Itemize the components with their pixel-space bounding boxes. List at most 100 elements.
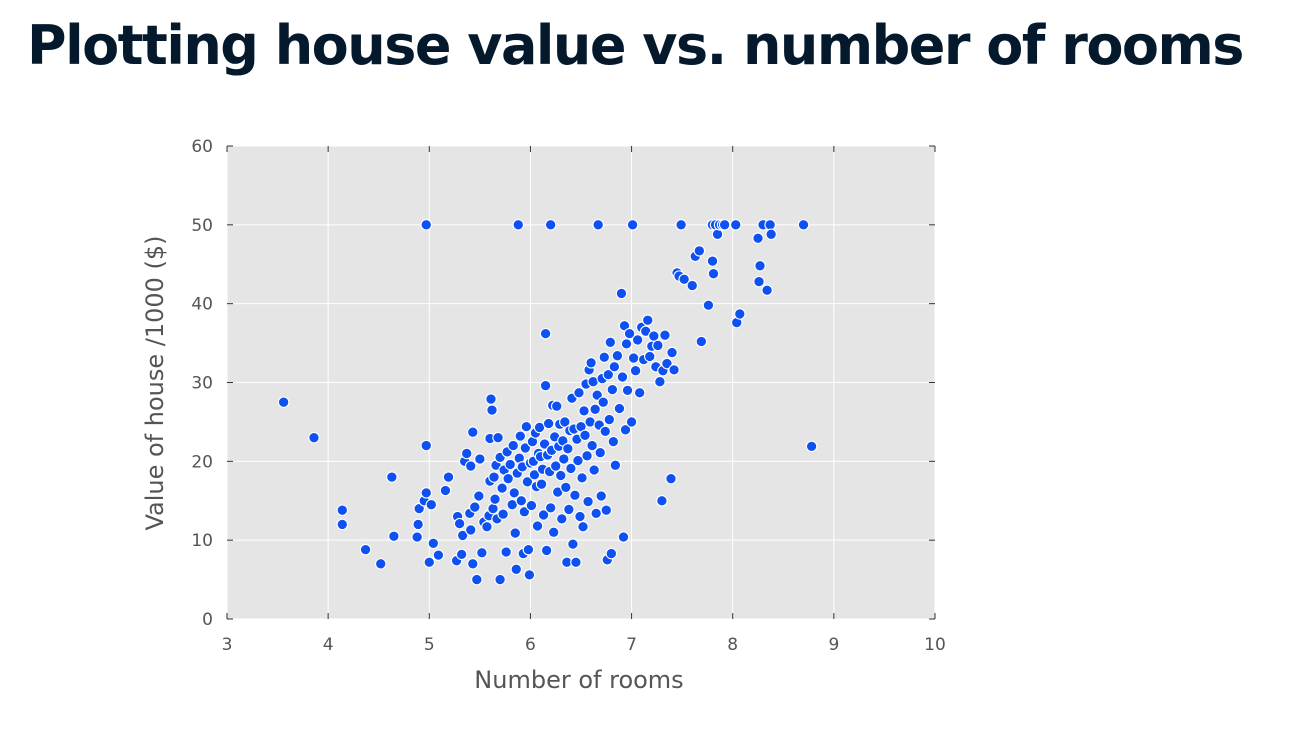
x-tick-label: 5: [424, 635, 435, 655]
data-point: [702, 299, 715, 311]
data-point: [805, 440, 818, 453]
x-tick-label: 3: [222, 635, 233, 655]
axis-ticks: [226, 145, 936, 620]
data-point: [539, 379, 552, 392]
data-point: [442, 471, 455, 483]
data-point: [308, 431, 320, 444]
data-point: [629, 364, 642, 377]
data-point: [336, 504, 349, 516]
y-tick-label: 30: [191, 374, 213, 394]
y-tick-label: 0: [202, 610, 213, 630]
data-point: [656, 494, 668, 507]
data-point: [665, 472, 677, 485]
data-point: [734, 308, 746, 320]
data-point: [603, 413, 616, 426]
data-point: [598, 351, 611, 364]
x-tick-label: 4: [323, 635, 334, 655]
data-point: [631, 334, 644, 346]
data-point: [761, 284, 773, 297]
x-tick-label: 8: [727, 635, 738, 655]
data-point: [590, 507, 602, 520]
data-point: [502, 472, 514, 485]
data-point: [525, 499, 538, 512]
data-point: [544, 502, 557, 514]
data-point: [486, 404, 498, 416]
data-point: [388, 530, 400, 542]
data-point: [510, 563, 523, 576]
data-point: [608, 360, 621, 373]
data-point: [600, 504, 613, 516]
data-point: [695, 335, 708, 348]
data-point: [627, 352, 640, 364]
data-point: [765, 228, 777, 241]
data-point: [520, 420, 533, 433]
data-point: [488, 471, 500, 483]
data-point: [616, 371, 629, 383]
data-point: [589, 403, 601, 416]
data-point: [497, 508, 509, 520]
data-point: [467, 558, 479, 570]
data-point: [611, 349, 624, 362]
data-point: [754, 260, 766, 272]
data-point: [572, 454, 584, 467]
slide-title: Plotting house value vs. number of rooms: [27, 14, 1244, 77]
data-point: [617, 531, 630, 543]
data-point: [538, 438, 551, 450]
data-point: [577, 521, 589, 533]
data-point: [753, 275, 765, 288]
data-point: [729, 219, 742, 231]
data-point: [487, 502, 499, 515]
x-tick-labels: 3 4 5 6 7 8 9 10: [222, 635, 946, 655]
y-tick-label: 60: [191, 137, 213, 157]
data-point: [693, 245, 706, 257]
y-tick-label: 50: [191, 216, 213, 236]
data-point: [570, 556, 582, 568]
data-point: [560, 481, 572, 494]
data-point: [481, 521, 493, 533]
data-point: [602, 368, 615, 381]
data-point: [427, 537, 440, 550]
data-point: [606, 383, 619, 396]
x-tick-label: 6: [525, 635, 536, 655]
data-point: [420, 219, 433, 231]
data-point: [626, 219, 639, 231]
data-point: [494, 573, 506, 586]
data-point: [336, 518, 349, 531]
data-point: [496, 482, 508, 494]
data-point: [540, 544, 553, 557]
x-tick-label: 9: [828, 635, 839, 655]
data-point: [594, 446, 606, 459]
data-point: [537, 509, 550, 521]
data-point: [456, 529, 469, 542]
data-point: [582, 495, 594, 508]
data-points: [277, 219, 818, 586]
data-point: [386, 471, 398, 483]
data-point: [644, 350, 656, 363]
data-point: [555, 469, 567, 482]
data-point: [563, 503, 575, 516]
data-point: [562, 442, 574, 455]
data-point: [619, 424, 632, 436]
data-point: [595, 490, 607, 502]
data-point: [654, 375, 666, 388]
data-point: [473, 490, 485, 502]
data-point: [706, 255, 719, 267]
data-point: [476, 547, 488, 559]
data-point: [752, 232, 764, 244]
data-point: [578, 405, 590, 417]
data-point: [519, 442, 532, 454]
data-point: [585, 357, 597, 369]
data-point: [661, 357, 673, 370]
data-point: [613, 402, 626, 415]
data-point: [411, 531, 423, 543]
data-point: [467, 426, 479, 438]
data-point: [625, 416, 638, 428]
data-point: [569, 489, 581, 501]
y-tick-label: 10: [191, 531, 213, 551]
data-point: [509, 527, 522, 539]
y-tick-label: 40: [191, 295, 213, 315]
data-point: [277, 396, 290, 408]
data-point: [586, 439, 598, 452]
data-point: [588, 464, 600, 476]
